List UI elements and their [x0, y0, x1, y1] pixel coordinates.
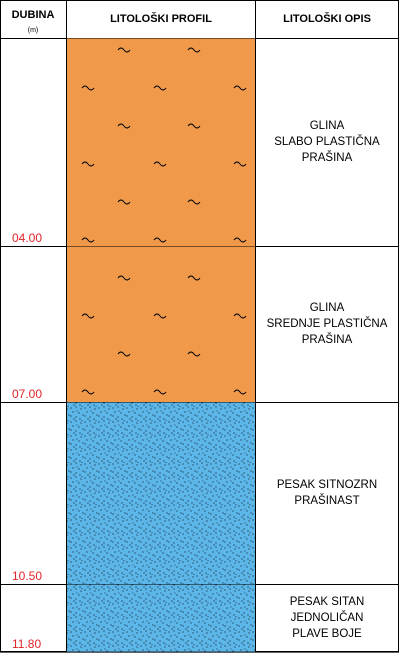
description-line: PRAŠINAST [294, 494, 359, 507]
description-line: PRAŠINA [302, 151, 353, 164]
description-line: PESAK SITAN [290, 596, 365, 608]
depth-label: 11.80 [12, 637, 41, 651]
description-line: SLABO PLASTIČNA [274, 135, 380, 148]
header-unit: (m) [28, 27, 39, 34]
description-line: GLINA [310, 302, 345, 314]
layer-fill [67, 402, 255, 585]
layer-fill [67, 246, 255, 403]
depth-label: 04.00 [12, 231, 42, 245]
depth-label: 07.00 [12, 387, 42, 401]
description-line: GLINA [310, 120, 345, 132]
depth-label: 10.50 [12, 569, 42, 583]
description-line: PESAK SITNOZRN [277, 479, 377, 491]
header-depth: DUBINA [12, 9, 55, 21]
layer-fill [67, 38, 255, 247]
header-profile: LITOLOŠKI PROFIL [110, 12, 212, 25]
layer-fill [67, 584, 255, 653]
description-line: JEDNOLIČAN [291, 611, 364, 624]
description-line: SREDNJE PLASTIČNA [267, 317, 388, 330]
description-line: PRAŠINA [302, 333, 353, 346]
description-line: PLAVE BOJE [292, 628, 362, 640]
header-description: LITOLOŠKI OPIS [283, 12, 371, 25]
